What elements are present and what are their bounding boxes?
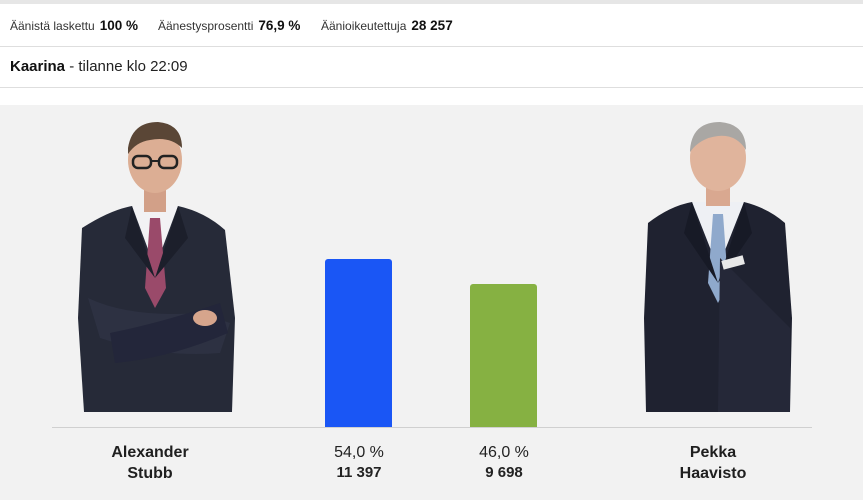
bar-stubb xyxy=(325,259,392,427)
candidate-photo-haavisto xyxy=(644,122,792,412)
result-haavisto: 46,0 % 9 698 xyxy=(454,443,554,483)
municipality-name: Kaarina xyxy=(10,58,66,75)
last-name: Haavisto xyxy=(679,465,747,482)
stat-eligible: Äänioikeutettuja 28 257 xyxy=(321,18,453,33)
chart-baseline xyxy=(52,427,812,428)
result-stubb: 54,0 % 11 397 xyxy=(309,443,409,483)
stat-eligible-value: 28 257 xyxy=(411,18,453,33)
last-name: Stubb xyxy=(127,465,173,482)
stat-counted: Äänistä laskettu 100 % xyxy=(10,18,138,33)
bar-haavisto xyxy=(470,283,537,427)
update-status: - tilanne klo 22:09 xyxy=(65,58,188,75)
votes-haavisto: 9 698 xyxy=(485,464,523,481)
candidate-name-haavisto: Pekka Haavisto xyxy=(653,442,773,484)
municipality-title-bar: Kaarina - tilanne klo 22:09 xyxy=(0,47,863,88)
stat-counted-value: 100 % xyxy=(99,18,138,33)
stat-turnout-value: 76,9 % xyxy=(258,18,301,33)
first-name: Alexander xyxy=(111,444,189,461)
first-name: Pekka xyxy=(689,444,737,461)
stat-turnout: Äänestysprosentti 76,9 % xyxy=(158,18,300,33)
stat-eligible-label: Äänioikeutettuja xyxy=(321,19,407,33)
candidate-name-stubb: Alexander Stubb xyxy=(90,442,210,484)
percent-stubb: 54,0 % xyxy=(334,444,384,461)
candidate-photo-stubb xyxy=(78,122,235,412)
results-stats-bar: Äänistä laskettu 100 % Äänestysprosentti… xyxy=(0,4,863,47)
stat-counted-label: Äänistä laskettu xyxy=(10,19,95,33)
stat-turnout-label: Äänestysprosentti xyxy=(158,19,254,33)
percent-haavisto: 46,0 % xyxy=(479,444,529,461)
votes-stubb: 11 397 xyxy=(336,464,382,481)
top-border xyxy=(0,0,863,4)
